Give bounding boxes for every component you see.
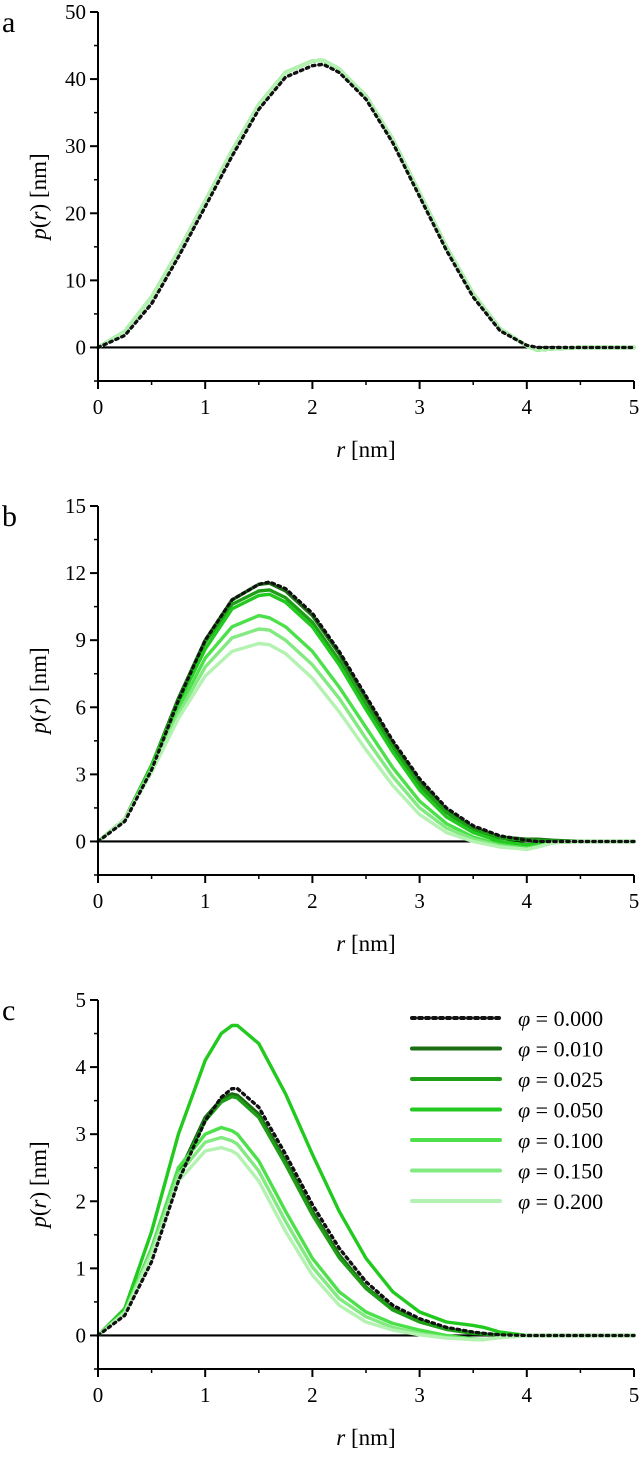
legend-label: φ = 0.100 <box>518 1128 603 1153</box>
y-tick-label: 10 <box>65 268 86 292</box>
y-axis-title: p(r) [nm] <box>26 1141 51 1229</box>
legend: φ = 0.000 φ = 0.010 φ = 0.025 φ = 0.050 φ = … <box>410 1006 603 1214</box>
x-tick-label: 5 <box>629 1383 640 1407</box>
series-line-reference-overlay <box>96 1086 636 1338</box>
series-line-phi_0_000 <box>96 62 636 350</box>
legend-label: φ = 0.000 <box>518 1006 603 1031</box>
y-tick-label: 6 <box>76 695 87 719</box>
x-tick-label: 1 <box>200 889 211 913</box>
series-line-phi_0_100 <box>96 613 636 850</box>
y-axis-title: p(r) [nm] <box>26 647 51 735</box>
y-tick-label: 40 <box>65 67 86 91</box>
y-tick-label: 9 <box>76 628 87 652</box>
series-line-phi_0_025 <box>96 58 636 352</box>
series-line-phi_0_200 <box>96 58 636 352</box>
panel-c: c 0 1 2 3 4 5 0 1 2 3 4 5 r [nm] p(r) [nm] <box>2 988 639 1450</box>
x-tick-label: 1 <box>200 1383 211 1407</box>
x-tick-label: 3 <box>414 1383 425 1407</box>
y-tick-label: 1 <box>76 1256 87 1280</box>
panel-letter: c <box>2 994 15 1027</box>
x-tick-label: 5 <box>629 395 640 419</box>
x-tick-label: 0 <box>93 1383 104 1407</box>
series-line-reference-overlay <box>96 580 636 844</box>
x-axis-title: r [nm] <box>336 931 395 956</box>
y-tick-label: 0 <box>76 1323 87 1347</box>
x-tick-label: 0 <box>93 889 104 913</box>
y-tick-label: 50 <box>65 0 86 24</box>
x-tick-label: 0 <box>93 395 104 419</box>
panel-letter: b <box>2 500 17 533</box>
series-line-phi_0_200 <box>96 641 636 851</box>
x-tick-label: 2 <box>307 1383 318 1407</box>
x-tick-label: 3 <box>414 395 425 419</box>
y-tick-label: 2 <box>76 1189 87 1213</box>
series-line-phi_0_010 <box>96 58 636 352</box>
x-axis-title: r [nm] <box>336 1425 395 1450</box>
y-tick-label: 30 <box>65 134 86 158</box>
y-tick-label: 20 <box>65 201 86 225</box>
y-tick-label: 3 <box>76 762 87 786</box>
y-tick-label: 12 <box>65 561 86 585</box>
legend-label: φ = 0.150 <box>518 1159 603 1184</box>
series-line-reference-overlay <box>96 62 636 350</box>
series-line-phi_0_050 <box>96 58 636 352</box>
x-tick-label: 3 <box>414 889 425 913</box>
legend-label: φ = 0.010 <box>518 1037 603 1062</box>
y-axis-title: p(r) [nm] <box>26 153 51 241</box>
x-axis-title: r [nm] <box>336 437 395 462</box>
series-line-phi_0_150 <box>96 58 636 352</box>
x-tick-label: 1 <box>200 395 211 419</box>
y-tick-label: 3 <box>76 1122 87 1146</box>
y-tick-label: 0 <box>76 335 87 359</box>
x-tick-label: 4 <box>522 395 533 419</box>
y-tick-label: 0 <box>76 829 87 853</box>
x-tick-label: 4 <box>522 1383 533 1407</box>
legend-label: φ = 0.050 <box>518 1098 603 1123</box>
y-tick-label: 15 <box>65 494 86 518</box>
series-line-phi_0_100 <box>96 58 636 352</box>
x-tick-label: 5 <box>629 889 640 913</box>
series-line-phi_0_150 <box>96 627 636 851</box>
y-tick-label: 5 <box>76 988 87 1012</box>
x-tick-label: 4 <box>522 889 533 913</box>
x-tick-label: 2 <box>307 889 318 913</box>
panel-letter: a <box>2 6 15 39</box>
y-tick-label: 4 <box>76 1055 87 1079</box>
legend-label: φ = 0.200 <box>518 1189 603 1214</box>
legend-label: φ = 0.025 <box>518 1067 603 1092</box>
x-tick-label: 2 <box>307 395 318 419</box>
